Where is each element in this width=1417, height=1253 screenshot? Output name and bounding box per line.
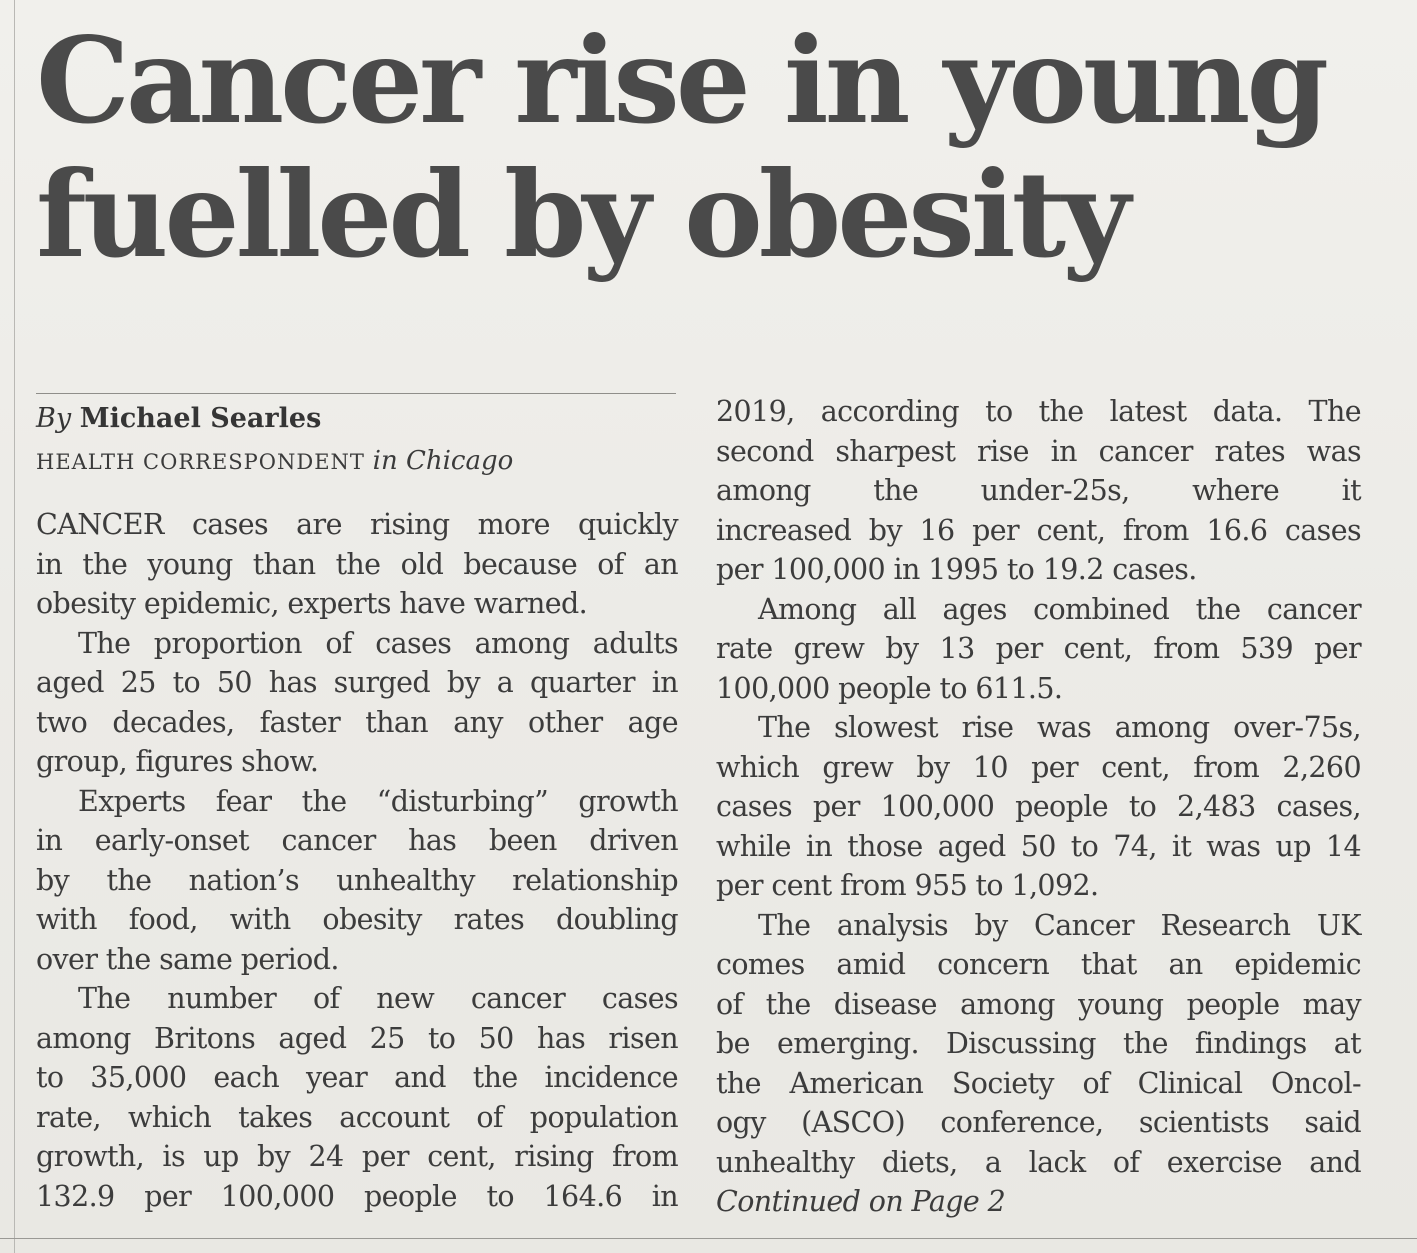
- article-line: cases per 100,000 people to 2,483 cases,: [716, 790, 1362, 823]
- article-line: by the nation’s unhealthy relationship: [36, 863, 679, 897]
- article-line: which grew by 10 per cent, from 2,260: [716, 750, 1362, 784]
- byline-role: HEALTH CORRESPONDENT in Chicago: [36, 444, 676, 479]
- article-line: The number of new cancer cases: [78, 982, 679, 1015]
- article-line: The analysis by Cancer Research UK: [758, 908, 1362, 942]
- article-line: two decades, faster than any other age: [36, 705, 679, 739]
- article-line: group, figures show.: [36, 745, 319, 778]
- headline-line-2: fuelled by obesity: [36, 145, 1131, 284]
- article-column-right: 2019, according to the latest data. The …: [716, 392, 1362, 1222]
- article-line: per 100,000 in 1995 to 19.2 cases.: [716, 553, 1197, 586]
- byline-location: in Chicago: [372, 446, 514, 476]
- byline-by: By: [36, 403, 72, 434]
- headline-line-1: Cancer rise in young: [36, 11, 1329, 150]
- article-line: obesity epidemic, experts have warned.: [36, 587, 588, 620]
- bottom-rule: [0, 1238, 1417, 1239]
- byline-rule: [36, 393, 676, 394]
- article-line: aged 25 to 50 has surged by a quarter in: [36, 666, 679, 699]
- article-line: in early-onset cancer has been driven: [36, 824, 679, 857]
- article-line: while in those aged 50 to 74, it was up …: [716, 829, 1362, 863]
- article-line: 2019, according to the latest data. The: [716, 395, 1362, 428]
- article-line: in the young than the old because of an: [36, 547, 679, 581]
- article-line: of the disease among young people may: [716, 987, 1362, 1021]
- article-column-left: CANCER cases are rising more quickly in …: [36, 505, 679, 1216]
- article-line: to 35,000 each year and the incidence: [36, 1061, 679, 1094]
- article-line: rate grew by 13 per cent, from 539 per: [716, 632, 1362, 665]
- article-line: per cent from 955 to 1,092.: [716, 869, 1099, 902]
- article-line: increased by 16 per cent, from 16.6 case…: [716, 513, 1362, 547]
- article-line: unhealthy diets, a lack of exercise and: [716, 1145, 1362, 1179]
- article-line: comes amid concern that an epidemic: [716, 948, 1362, 981]
- article-line: The slowest rise was among over-75s,: [758, 711, 1362, 744]
- article-line: CANCER cases are rising more quickly: [36, 508, 679, 541]
- article-line: be emerging. Discussing the findings at: [716, 1027, 1362, 1060]
- article-line: second sharpest rise in cancer rates was: [716, 434, 1362, 468]
- article-line: 132.9 per 100,000 people to 164.6 in: [36, 1179, 679, 1213]
- article-line: among Britons aged 25 to 50 has risen: [36, 1021, 679, 1055]
- article-line: ogy (ASCO) conference, scientists said: [716, 1106, 1362, 1139]
- byline-author: Michael Searles: [79, 403, 322, 434]
- article-line: Experts fear the “disturbing” growth: [78, 784, 679, 818]
- article-line: growth, is up by 24 per cent, rising fro…: [36, 1140, 679, 1173]
- article-line: rate, which takes account of population: [36, 1100, 679, 1134]
- article-line: The proportion of cases among adults: [78, 626, 679, 660]
- article-line: over the same period.: [36, 942, 339, 976]
- byline-role-title: HEALTH CORRESPONDENT: [36, 450, 365, 474]
- article-line: with food, with obesity rates doubling: [36, 903, 679, 936]
- article-line: among the under-25s, where it: [716, 474, 1362, 507]
- headline: Cancer rise in young fuelled by obesity: [36, 14, 1396, 282]
- column-rule-left: [14, 0, 15, 1253]
- article-line: the American Society of Clinical Oncol-: [716, 1066, 1362, 1100]
- article-line: 100,000 people to 611.5.: [716, 671, 1063, 705]
- continued-on-page-link: Continued on Page 2: [716, 1185, 1006, 1218]
- byline: By Michael Searles: [36, 402, 676, 436]
- article-line: Among all ages combined the cancer: [758, 592, 1362, 626]
